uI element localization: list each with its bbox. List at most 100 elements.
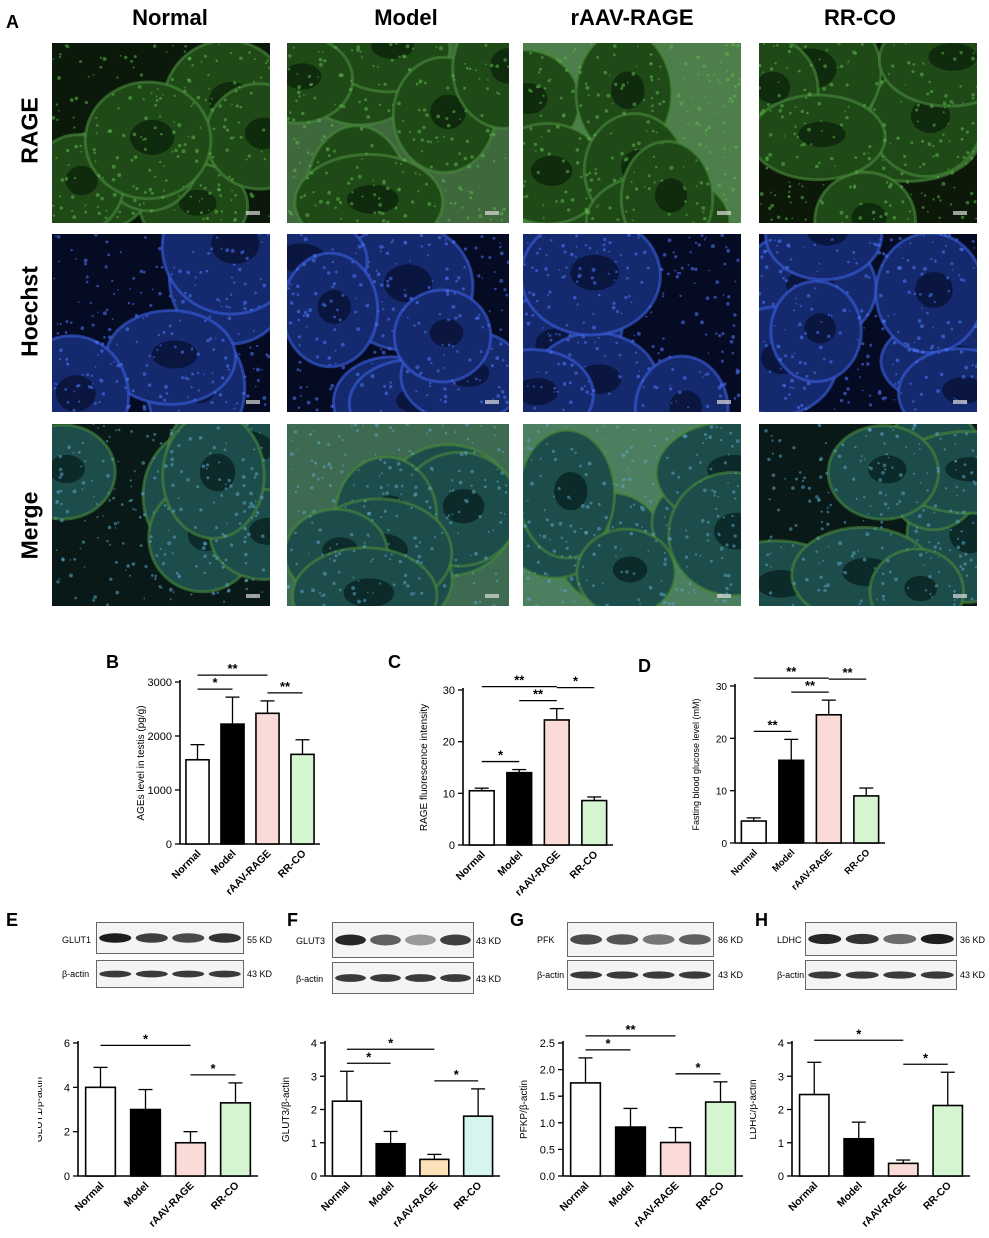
y-axis-label: AGEs level in testis (pg/g)	[136, 705, 147, 820]
y-tick-label: 2.0	[540, 1065, 555, 1077]
micrograph-merge-normal	[52, 424, 270, 606]
x-tick-label: RR-CO	[694, 1180, 727, 1213]
significance-label: *	[143, 1031, 149, 1046]
y-tick-label: 1000	[148, 785, 172, 797]
blot-e-target-label: GLUT1	[62, 935, 92, 945]
blot-band	[440, 934, 471, 946]
y-tick-label: 2	[311, 1105, 317, 1117]
row-header-rage: RAGE	[16, 97, 43, 164]
micrograph-rage-normal	[52, 43, 270, 223]
x-tick-label: Model	[122, 1180, 152, 1210]
significance-label: *	[573, 674, 579, 689]
column-header-model: Model	[374, 5, 438, 30]
x-tick-label: RR-CO	[921, 1180, 954, 1213]
significance-label: **	[767, 717, 778, 732]
blot-band	[845, 971, 879, 979]
blot-band	[99, 970, 132, 978]
panel-c-letter: C	[388, 652, 401, 672]
blot-band	[135, 933, 168, 943]
x-tick-label: Model	[367, 1180, 397, 1210]
panel-h-letter: H	[755, 910, 768, 930]
y-tick-label: 20	[443, 737, 455, 749]
micrograph-hoechst-rr-co	[759, 234, 977, 412]
bar-model	[129, 1108, 162, 1177]
row-header-merge: Merge	[16, 491, 43, 560]
column-header-raav-rage: rAAV-RAGE	[570, 5, 694, 30]
bar-model	[778, 759, 805, 844]
y-tick-label: 1	[778, 1138, 784, 1150]
blot-g-control-label: β-actin	[537, 970, 565, 980]
x-tick-label: rAAV-RAGE	[859, 1180, 909, 1230]
chart-d-fasting-glucose: 0 10 20 30 Fasting blood glucose level (mM) N…	[691, 664, 885, 893]
micrograph-merge-rr-co	[759, 424, 977, 606]
bar-model	[375, 1142, 406, 1177]
blot-band	[172, 970, 205, 978]
bar-normal	[740, 820, 767, 844]
blot-band	[642, 971, 675, 979]
bar-rr-co	[704, 1101, 737, 1177]
x-tick-label: Normal	[558, 1180, 592, 1214]
blot-band	[370, 974, 401, 982]
blot-f-target-label: GLUT3	[296, 936, 326, 946]
blot-e-control-label: β-actin	[62, 969, 90, 979]
chart-c-rage-fluorescence: 0 10 20 30 RAGE fluorescence intensity Normal…	[419, 673, 613, 899]
significance-label: *	[498, 748, 504, 763]
panel-a-letter: A	[6, 12, 19, 32]
bar-normal	[185, 758, 210, 845]
micrograph-merge-raav-rage	[523, 424, 741, 606]
significance-label: *	[388, 1035, 394, 1050]
y-axis-label: Fasting blood glucose level (mM)	[691, 698, 701, 830]
micrograph-rage-rr-co	[759, 43, 977, 223]
x-tick-label: Normal	[73, 1180, 107, 1214]
significance-label: **	[533, 687, 544, 702]
y-tick-label: 0.0	[540, 1171, 555, 1183]
blot-band	[370, 934, 401, 946]
y-tick-label: 3	[311, 1071, 317, 1083]
x-tick-label: Model	[209, 848, 239, 878]
bar-model	[614, 1126, 647, 1177]
significance-label: **	[805, 678, 816, 693]
micrograph-rage-model	[287, 43, 509, 223]
y-tick-label: 2	[64, 1127, 70, 1139]
micrograph-rage-raav-rage	[523, 43, 741, 223]
y-tick-label: 0	[64, 1171, 70, 1183]
x-tick-label: Normal	[729, 847, 760, 878]
y-tick-label: 2	[778, 1105, 784, 1117]
bar-rr-co	[581, 799, 608, 846]
y-tick-label: 6	[64, 1038, 70, 1050]
blot-h-control-kd: 43 KD	[960, 970, 986, 980]
bar-normal	[798, 1093, 830, 1177]
x-tick-label: RR-CO	[451, 1180, 484, 1213]
micrograph-merge-model	[287, 424, 509, 606]
blot-band	[606, 971, 639, 979]
significance-label: **	[514, 673, 525, 688]
significance-label: **	[625, 1025, 636, 1037]
y-tick-label: 1.5	[540, 1091, 555, 1103]
blot-band	[172, 933, 205, 943]
blot-g-control-strip	[567, 960, 714, 990]
blot-band	[920, 933, 954, 945]
y-tick-label: 1	[311, 1138, 317, 1150]
y-tick-label: 0	[166, 839, 172, 851]
y-axis-label: GLUT1/β-actin	[38, 1077, 45, 1142]
y-tick-label: 0	[449, 840, 455, 852]
blot-band	[440, 974, 471, 982]
y-tick-label: 0	[778, 1171, 784, 1183]
blot-band	[883, 971, 917, 979]
x-tick-label: RR-CO	[276, 848, 309, 881]
significance-label: *	[695, 1060, 701, 1075]
x-tick-label: Model	[607, 1180, 637, 1210]
bar-rr-co	[853, 795, 880, 844]
blot-g-control-kd: 43 KD	[718, 970, 744, 980]
blot-band	[808, 933, 842, 945]
blot-g-target-strip	[567, 922, 714, 957]
blot-band	[405, 934, 436, 946]
y-tick-label: 10	[443, 788, 455, 800]
x-tick-label: Normal	[319, 1180, 353, 1214]
blot-band	[570, 934, 603, 945]
bar-raav-rage	[543, 719, 570, 846]
panel-f-letter: F	[287, 910, 298, 930]
blot-f-control-label: β-actin	[296, 974, 324, 984]
